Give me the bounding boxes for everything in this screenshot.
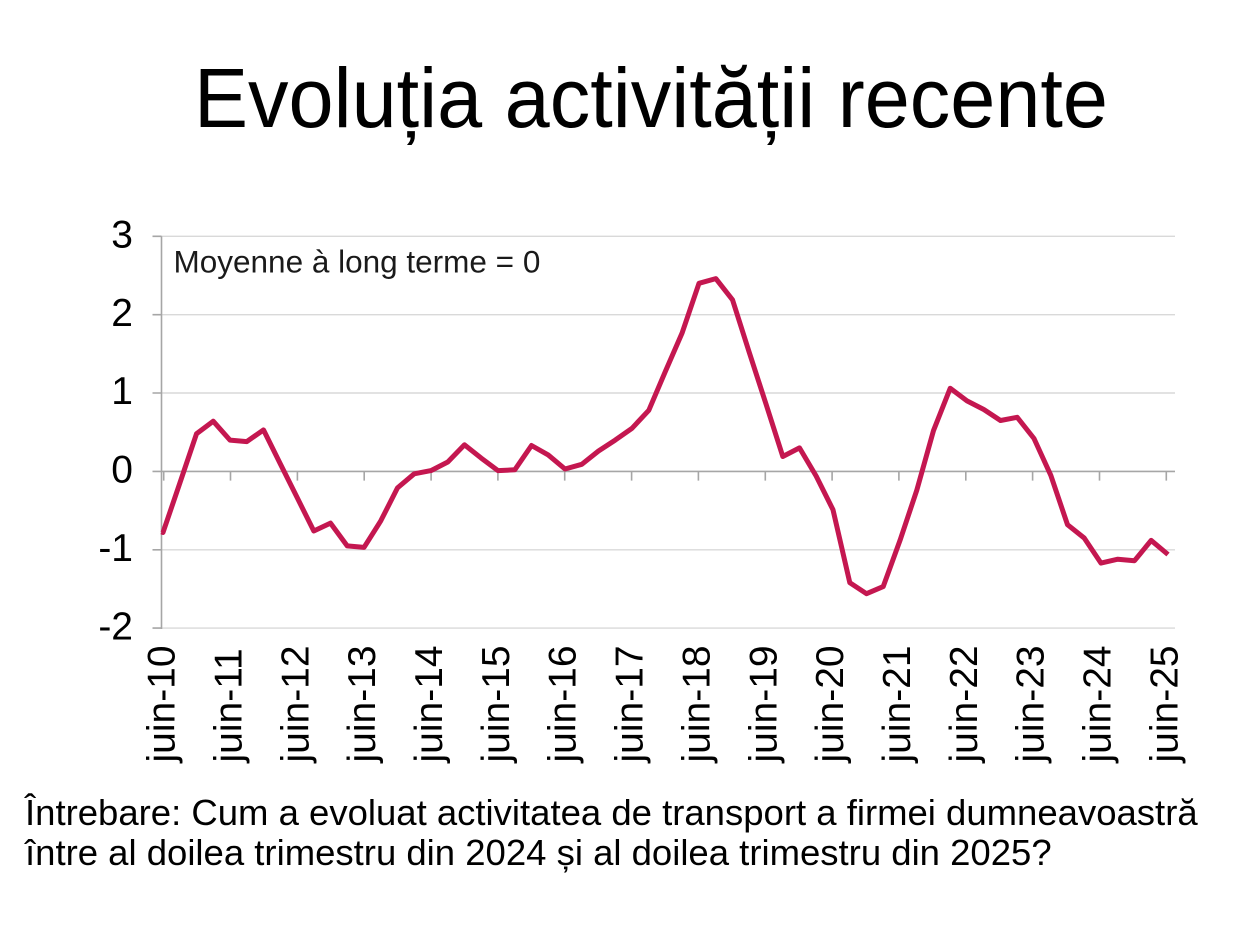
svg-text:juin-23: juin-23	[1010, 645, 1053, 763]
svg-text:juin-19: juin-19	[742, 645, 785, 763]
svg-text:juin-15: juin-15	[475, 645, 518, 763]
svg-text:0: 0	[111, 449, 133, 492]
svg-text:juin-25: juin-25	[1143, 645, 1186, 763]
svg-text:juin-21: juin-21	[876, 645, 919, 763]
svg-text:juin-13: juin-13	[341, 645, 384, 763]
svg-text:juin-16: juin-16	[542, 645, 585, 763]
svg-text:juin-10: juin-10	[141, 645, 184, 763]
svg-text:juin-20: juin-20	[809, 645, 852, 763]
svg-text:juin-11: juin-11	[208, 648, 251, 763]
svg-text:3: 3	[111, 213, 133, 256]
svg-text:-2: -2	[98, 605, 133, 648]
svg-text:juin-14: juin-14	[408, 645, 451, 763]
svg-text:1: 1	[111, 370, 133, 413]
svg-text:Moyenne à long terme = 0: Moyenne à long terme = 0	[174, 244, 541, 280]
svg-text:juin-12: juin-12	[274, 645, 317, 763]
svg-text:juin-17: juin-17	[609, 645, 652, 763]
svg-text:juin-24: juin-24	[1077, 645, 1120, 763]
svg-text:juin-18: juin-18	[675, 645, 718, 763]
svg-text:juin-22: juin-22	[943, 645, 986, 763]
svg-text:2: 2	[111, 292, 133, 335]
svg-text:-1: -1	[98, 527, 133, 570]
